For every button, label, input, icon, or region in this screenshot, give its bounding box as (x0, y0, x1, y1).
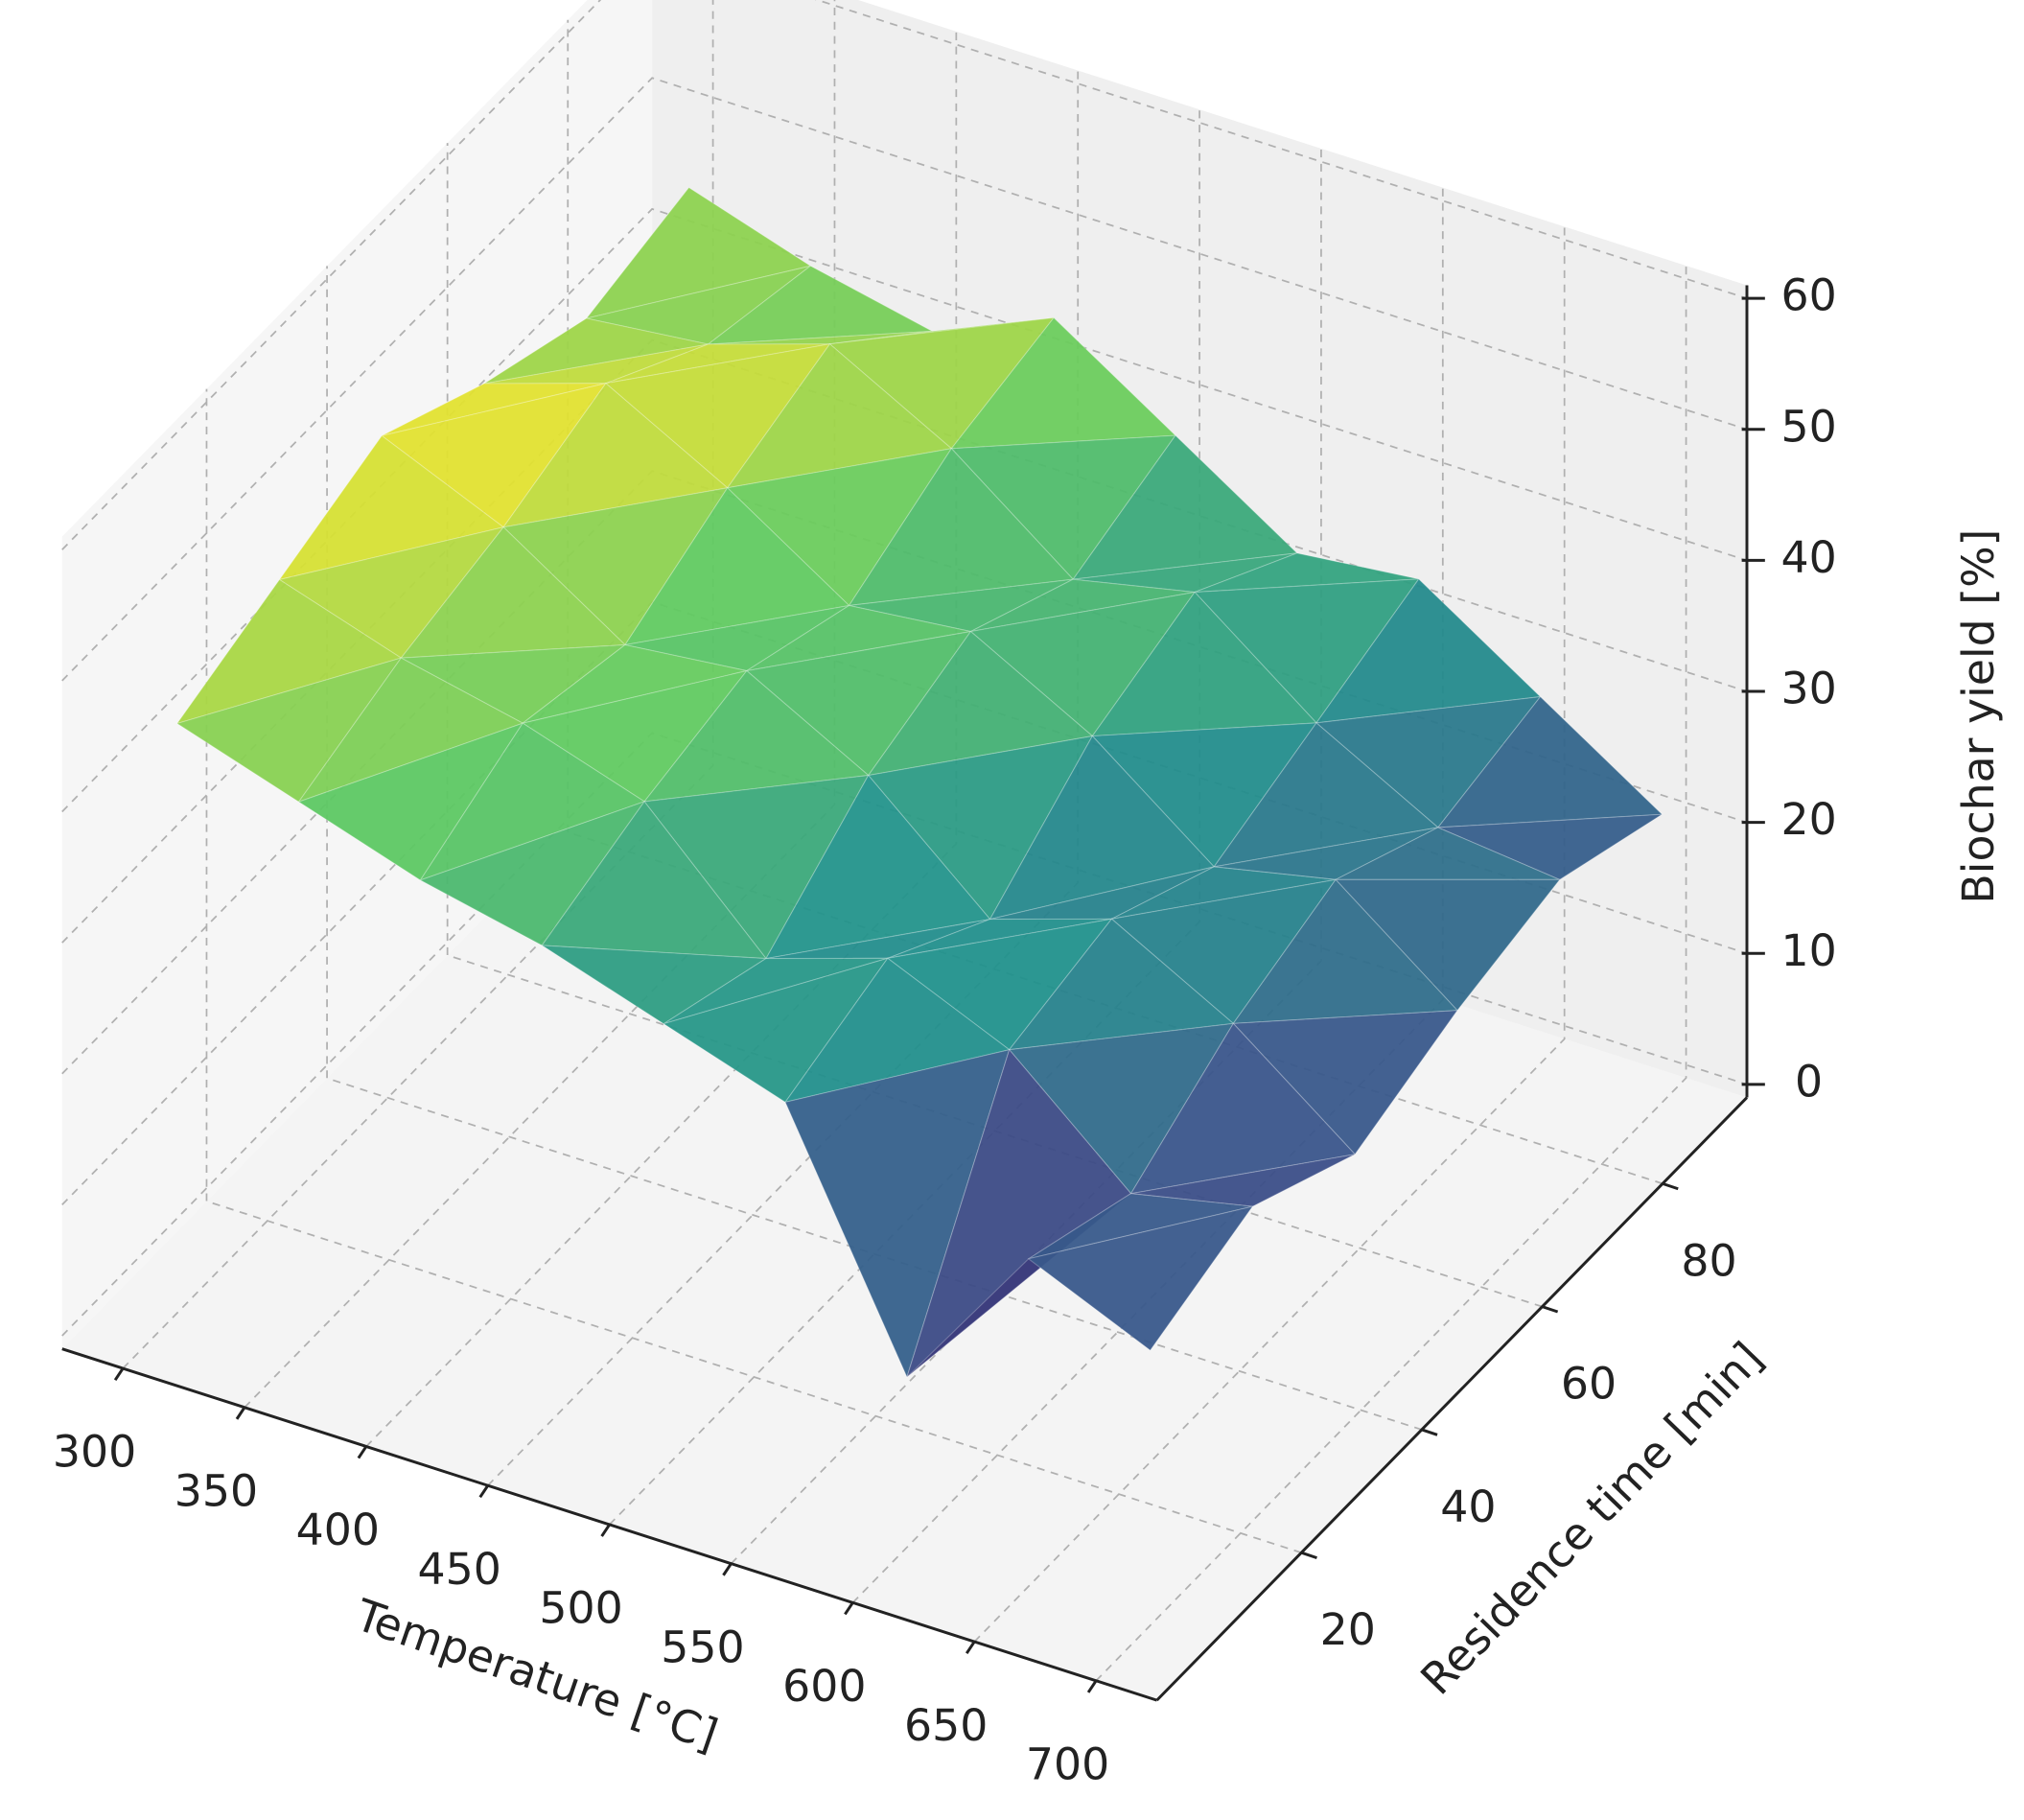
surface-facet (1232, 1010, 1459, 1155)
tick-mark (1662, 1181, 1679, 1191)
grid-line (61, 0, 1748, 550)
y-tick-label: 20 (1320, 1604, 1376, 1655)
x-tick-label: 300 (53, 1427, 136, 1478)
surface-facet (1008, 1022, 1235, 1195)
tick-mark (1421, 1428, 1438, 1436)
x-tick-label: 400 (296, 1505, 380, 1555)
surface-facet (746, 604, 971, 672)
surface-facet (662, 957, 890, 1104)
surface-facet (604, 343, 831, 489)
tick-mark (722, 1562, 733, 1576)
surface-facet (950, 434, 1177, 581)
surface-facet (1072, 434, 1299, 580)
tick-mark (600, 1524, 611, 1537)
grid-line (1095, 266, 1687, 1682)
surface-facet (970, 578, 1196, 633)
x-tick-label: 650 (904, 1700, 988, 1751)
surface-facet (726, 448, 953, 607)
axis-line (1155, 1096, 1749, 1702)
axes: 300 350 400 450 500 550 600 650 700 20 40 60 80 0 10 20… (53, 270, 1837, 1790)
surface-facet (1028, 1193, 1253, 1260)
surface-facet (483, 343, 709, 385)
x-tick-label: 450 (418, 1544, 501, 1595)
x-tick-label: 350 (174, 1465, 258, 1516)
surface-facet (623, 486, 850, 646)
tick-mark (235, 1406, 246, 1420)
grid-line (61, 77, 1748, 682)
tick-mark (1086, 1679, 1098, 1693)
x-axis-label: Temperature [°C] (349, 1589, 725, 1761)
axis-line (61, 1347, 1158, 1702)
surface-facet (848, 447, 1075, 607)
grid-line (205, 388, 1302, 1554)
surface-facet (501, 487, 729, 646)
grid-line (973, 226, 1566, 1643)
z-tick-label: 10 (1780, 925, 1836, 976)
z-tick-label: 40 (1780, 532, 1836, 583)
surface-facet (1436, 695, 1663, 828)
tick-mark (965, 1641, 976, 1655)
surface-facet (1212, 722, 1440, 868)
tick-mark (844, 1601, 854, 1616)
surface-facet (1314, 578, 1542, 724)
surface-facet (1232, 878, 1459, 1024)
surface-facet (663, 957, 888, 1025)
surface-facet (887, 918, 1112, 959)
surface-facet (783, 957, 1011, 1104)
tick-mark (113, 1367, 125, 1381)
surface (175, 186, 1664, 1379)
z-tick-label: 0 (1795, 1056, 1823, 1107)
surface-facet (642, 669, 870, 803)
y-tick-label: 60 (1561, 1359, 1617, 1410)
grid-line (61, 207, 1748, 813)
surface-facet (905, 1048, 1132, 1379)
surface-facet (605, 343, 830, 385)
surface-facet (1091, 591, 1318, 737)
tick-mark (357, 1445, 368, 1459)
x-tick-label: 550 (661, 1622, 744, 1672)
tick-mark (478, 1484, 490, 1499)
z-axis-label: Biochar yield [%] (1953, 529, 2004, 904)
surface-facet (784, 1048, 1011, 1379)
surface-facet (278, 434, 505, 581)
x-tick-label: 700 (1026, 1738, 1109, 1789)
surface-facet (540, 945, 768, 1025)
z-tick-label: 50 (1780, 401, 1836, 452)
surface-facet (1073, 552, 1298, 594)
surface-facet (400, 525, 627, 659)
x-tick-label: 600 (782, 1661, 866, 1712)
z-tick-label: 60 (1780, 270, 1836, 321)
tick-mark (1300, 1551, 1317, 1559)
tick-mark (1542, 1305, 1559, 1314)
surface-facet (1027, 1205, 1254, 1351)
grid-line (567, 19, 1663, 1185)
surface-facet (1130, 1154, 1356, 1207)
z-tick-label: 30 (1780, 664, 1836, 714)
x-tick-label: 500 (539, 1583, 622, 1634)
y-tick-label: 80 (1681, 1235, 1736, 1286)
surface-facet (726, 342, 953, 489)
y-tick-label: 40 (1440, 1482, 1496, 1532)
z-tick-label: 20 (1780, 794, 1836, 845)
surface-facet (969, 591, 1197, 737)
